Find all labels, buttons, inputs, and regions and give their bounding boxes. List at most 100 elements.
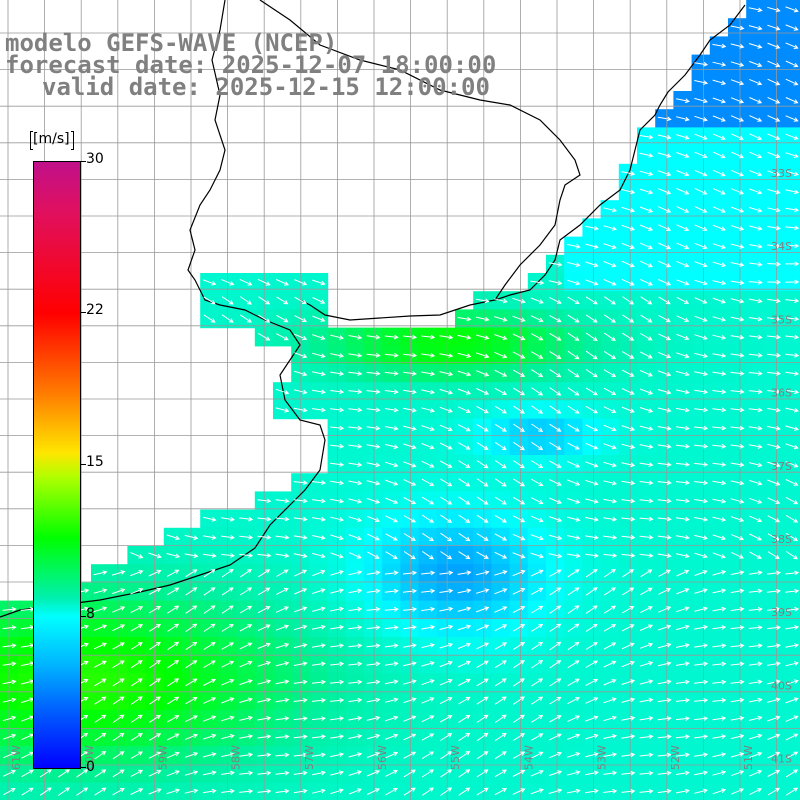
wind-arrow (694, 352, 709, 358)
wind-arrow (566, 535, 581, 540)
wind-arrow (366, 715, 381, 721)
wind-arrow (239, 770, 254, 776)
wind-arrow (403, 497, 417, 505)
wind-arrow (421, 697, 435, 704)
wind-arrow (767, 133, 781, 140)
wind-arrow (530, 534, 544, 541)
wind-arrow (439, 715, 453, 723)
wind-arrow (475, 316, 490, 322)
wind-arrow (639, 260, 653, 268)
wind-arrow (530, 515, 544, 523)
wind-arrow (622, 351, 635, 359)
wind-arrow (476, 514, 489, 523)
wind-arrow (767, 151, 781, 159)
wind-arrow (422, 532, 434, 542)
wind-arrow (785, 787, 799, 796)
wind-arrow (603, 243, 617, 249)
wind-arrow (421, 661, 435, 667)
wind-arrow (730, 43, 745, 49)
wind-arrow (530, 552, 545, 559)
wind-arrow (476, 606, 490, 613)
wind-arrow (258, 332, 271, 341)
wind-arrow (748, 462, 763, 468)
wind-arrow (421, 514, 435, 523)
wind-arrow (694, 133, 708, 140)
wind-arrow (294, 606, 308, 613)
wind-arrow (312, 643, 326, 648)
wind-arrow (712, 187, 726, 195)
wind-arrow (567, 605, 580, 614)
wind-arrow (531, 714, 544, 723)
colorbar-tick (80, 312, 86, 313)
wind-arrow (330, 389, 345, 395)
wind-arrow (457, 606, 472, 612)
wind-arrow (275, 279, 290, 286)
wind-arrow (440, 478, 453, 487)
wind-arrow (184, 733, 199, 741)
wind-arrow (257, 624, 271, 632)
wind-arrow (658, 206, 672, 213)
wind-arrow (476, 714, 489, 723)
wind-arrow (657, 498, 672, 504)
wind-arrow (549, 479, 562, 486)
wind-arrow (512, 333, 526, 341)
wind-arrow (384, 625, 399, 630)
wind-arrow (240, 569, 252, 578)
wind-arrow (766, 279, 782, 285)
wind-arrow (675, 462, 691, 467)
wind-arrow (604, 569, 616, 578)
wind-arrow (130, 660, 143, 669)
wind-arrow (585, 350, 598, 360)
wind-arrow (676, 389, 690, 395)
wind-arrow (239, 642, 253, 650)
wind-arrow (275, 642, 290, 649)
wind-arrow (257, 734, 272, 739)
wind-arrow (494, 751, 507, 760)
wind-arrow (694, 588, 708, 594)
wind-arrow (785, 570, 800, 576)
wind-arrow (767, 6, 781, 13)
wind-arrow (748, 316, 763, 322)
wind-arrow (766, 334, 782, 340)
wind-arrow (585, 332, 598, 341)
wind-arrow (785, 643, 800, 648)
wind-arrow (767, 42, 781, 49)
wind-arrow (494, 606, 508, 613)
wind-arrow (567, 296, 580, 305)
wind-arrow (330, 698, 345, 703)
wind-arrow (384, 679, 399, 685)
wind-arrow (348, 551, 362, 559)
wind-arrow (548, 534, 563, 541)
wind-arrow (567, 733, 581, 740)
wind-arrow (166, 751, 180, 759)
wind-arrow (621, 443, 636, 449)
wind-arrow (148, 733, 162, 741)
wind-arrow (440, 514, 453, 523)
wind-arrow (203, 314, 216, 323)
wind-arrow (148, 788, 162, 795)
wind-arrow (512, 533, 526, 541)
wind-arrow (730, 371, 745, 376)
wind-arrow (658, 588, 672, 595)
wind-arrow (657, 661, 672, 667)
wind-arrow (494, 678, 507, 687)
wind-arrow (513, 660, 525, 669)
wind-arrow (385, 533, 398, 541)
wind-arrow (257, 789, 272, 794)
wind-arrow (567, 569, 580, 578)
wind-arrow (549, 387, 562, 396)
wind-arrow (366, 425, 381, 431)
wind-arrow (785, 6, 799, 13)
wind-arrow (567, 314, 580, 323)
wind-arrow (749, 188, 763, 195)
wind-arrow (730, 425, 745, 431)
wind-arrow (2, 697, 17, 703)
wind-arrow (639, 770, 654, 776)
wind-arrow (439, 406, 453, 413)
wind-arrow (130, 696, 143, 705)
wind-arrow (566, 788, 581, 794)
wind-arrow (167, 587, 180, 596)
wind-arrow (220, 553, 236, 558)
wind-arrow (749, 60, 763, 68)
longitude-label: 52W (669, 745, 682, 770)
